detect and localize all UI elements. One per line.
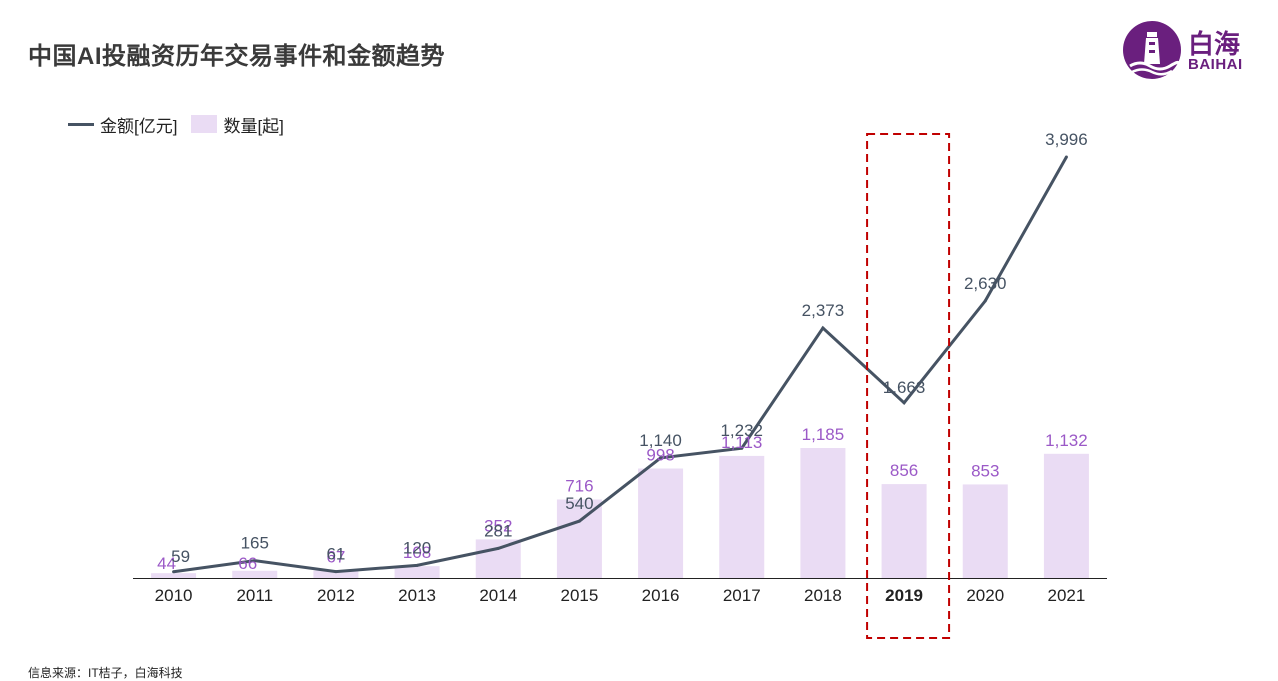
legend-bar-swatch [191, 115, 218, 133]
amount-point-2011 [253, 559, 257, 563]
bar-value-label-2016: 998 [646, 446, 674, 465]
line-value-label-2015: 540 [565, 494, 593, 513]
bar-value-label-2015: 716 [565, 476, 593, 495]
lighthouse-icon [1123, 21, 1181, 79]
logo-text-en: BAIHAI [1188, 56, 1243, 73]
bar-2021 [1043, 453, 1089, 578]
bar-2019 [881, 484, 927, 578]
bar-value-label-2010: 44 [157, 554, 176, 573]
x-tick-label-2015: 2015 [561, 586, 599, 605]
amount-point-2017 [740, 446, 744, 450]
x-tick-label-2016: 2016 [642, 586, 680, 605]
source-note: 信息来源：IT桔子，白海科技 [28, 666, 183, 680]
bar-value-label-2013: 108 [403, 543, 431, 562]
bar-2011 [232, 570, 278, 578]
bar-2013 [394, 566, 440, 578]
x-tick-label-2021: 2021 [1048, 586, 1086, 605]
amount-point-2014 [496, 546, 500, 550]
bar-value-label-2017: 1,113 [721, 433, 762, 452]
amount-point-2020 [983, 299, 987, 303]
amount-point-2013 [415, 563, 419, 567]
x-tick-label-2011: 2011 [236, 586, 273, 605]
x-tick-label-2019: 2019 [885, 586, 923, 605]
logo-text-cn: 白海 [1188, 29, 1241, 59]
line-value-label-2019: 1,663 [883, 378, 926, 397]
bar-2015 [556, 499, 602, 578]
x-tick-label-2020: 2020 [966, 586, 1004, 605]
amount-point-2016 [659, 456, 663, 460]
amount-point-2021 [1064, 155, 1068, 159]
legend-line-swatch [68, 122, 94, 126]
legend-label-count: 数量[起] [223, 116, 284, 136]
bar-value-label-2021: 1,132 [1045, 431, 1088, 450]
x-tick-label-2017: 2017 [723, 586, 761, 605]
chart-legend: 金额[亿元] 数量[起] [68, 112, 284, 136]
amount-point-2015 [577, 519, 581, 523]
bar-2016 [638, 468, 684, 578]
line-value-label-2018: 2,373 [802, 301, 845, 320]
line-value-label-2011: 165 [241, 534, 269, 553]
line-value-label-2010: 59 [171, 547, 190, 566]
highlight-box-2019 [866, 133, 951, 639]
baihai-logo: 白海 BAIHAI [1122, 20, 1272, 80]
bar-value-label-2014: 352 [484, 516, 512, 535]
line-value-label-2020: 2,630 [964, 274, 1007, 293]
x-tick-label-2012: 2012 [317, 586, 355, 605]
bar-value-label-2011: 66 [238, 554, 257, 573]
line-value-label-2012: 61 [326, 545, 345, 564]
bar-2017 [719, 455, 765, 578]
bar-value-label-2020: 853 [971, 461, 999, 480]
x-tick-label-2018: 2018 [804, 586, 842, 605]
bar-2010 [151, 573, 197, 578]
bar-value-label-2012: 67 [326, 548, 345, 567]
line-value-label-2013: 120 [403, 538, 431, 557]
amount-point-2019 [902, 401, 906, 405]
bar-value-label-2018: 1,185 [802, 425, 845, 444]
bar-2012 [313, 570, 359, 578]
x-tick-label-2014: 2014 [479, 586, 517, 605]
bar-2018 [800, 448, 846, 578]
bar-2014 [475, 539, 521, 578]
legend-label-amount: 金额[亿元] [100, 116, 178, 136]
amount-point-2010 [172, 570, 176, 574]
line-value-label-2017: 1,232 [720, 421, 763, 440]
line-value-label-2014: 281 [484, 521, 512, 540]
amount-line [173, 156, 1068, 574]
bar-2020 [962, 484, 1008, 578]
chart-title: 中国AI投融资历年交易事件和金额趋势 [28, 43, 445, 70]
x-tick-label-2013: 2013 [398, 586, 436, 605]
amount-point-2018 [821, 326, 825, 330]
line-value-label-2021: 3,996 [1045, 130, 1088, 149]
bar-value-label-2019: 856 [890, 461, 918, 480]
line-value-label-2016: 1,140 [639, 431, 682, 450]
amount-point-2012 [334, 570, 338, 574]
x-tick-label-2010: 2010 [155, 586, 193, 605]
